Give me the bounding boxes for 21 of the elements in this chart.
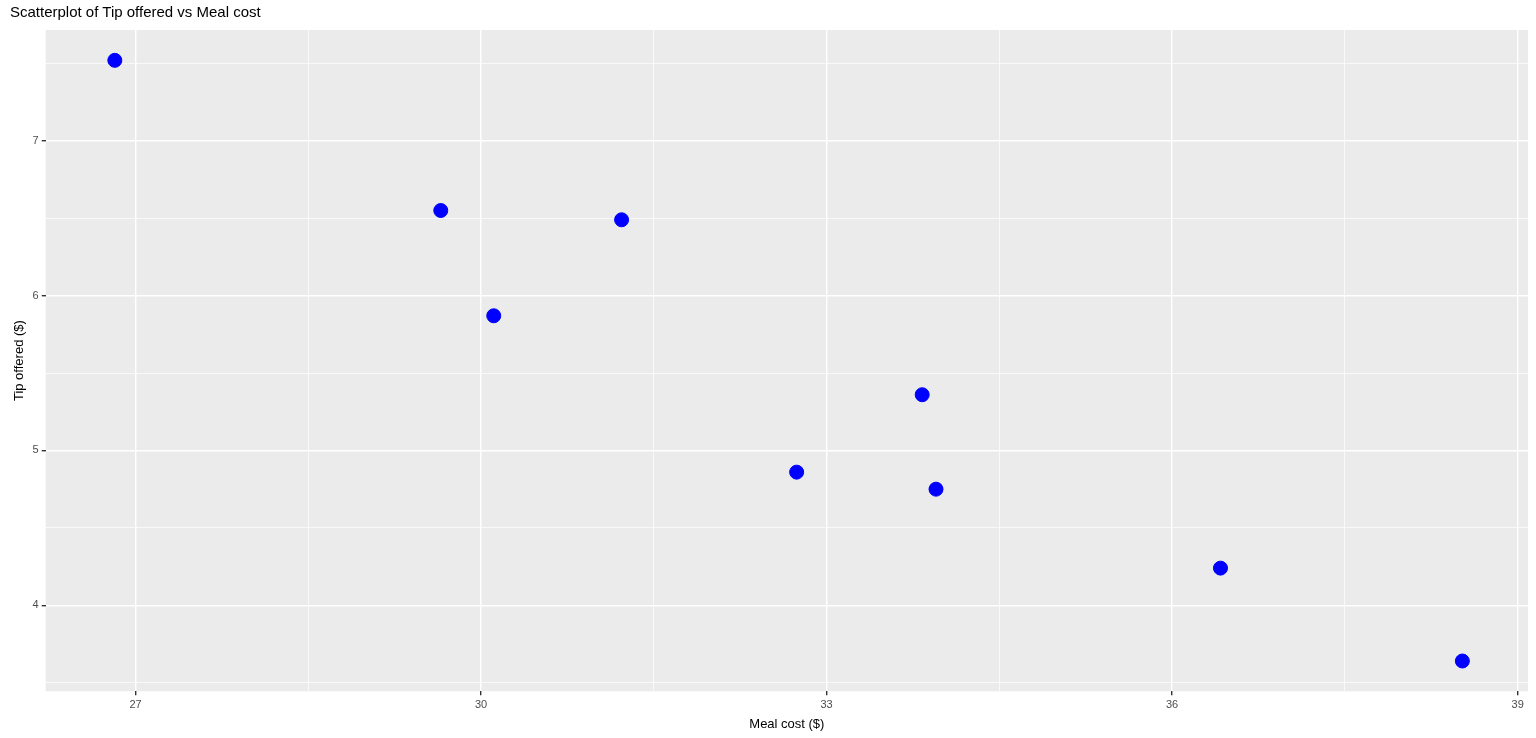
x-tick-label: 30	[474, 697, 488, 710]
point	[433, 203, 449, 219]
point	[928, 481, 944, 497]
chart-title: Scatterplot of Tip offered vs Meal cost	[10, 3, 262, 21]
point	[614, 212, 630, 228]
y-tick-label: 7	[32, 133, 39, 146]
y-axis-title: Tip offered ($)	[11, 320, 27, 402]
x-tick-label: 27	[129, 697, 142, 710]
y-tick-label: 4	[32, 598, 39, 611]
y-tick-label: 5	[32, 443, 39, 456]
point	[914, 387, 930, 403]
point	[1212, 560, 1228, 576]
point	[789, 464, 805, 480]
x-axis-title: Meal cost ($)	[749, 715, 825, 731]
point	[1454, 653, 1470, 669]
x-tick-label: 36	[1165, 697, 1179, 710]
y-tick-label: 6	[32, 288, 39, 301]
x-tick-label: 39	[1511, 697, 1524, 710]
point	[486, 308, 502, 324]
x-tick-label: 33	[820, 697, 833, 710]
point	[107, 52, 123, 68]
